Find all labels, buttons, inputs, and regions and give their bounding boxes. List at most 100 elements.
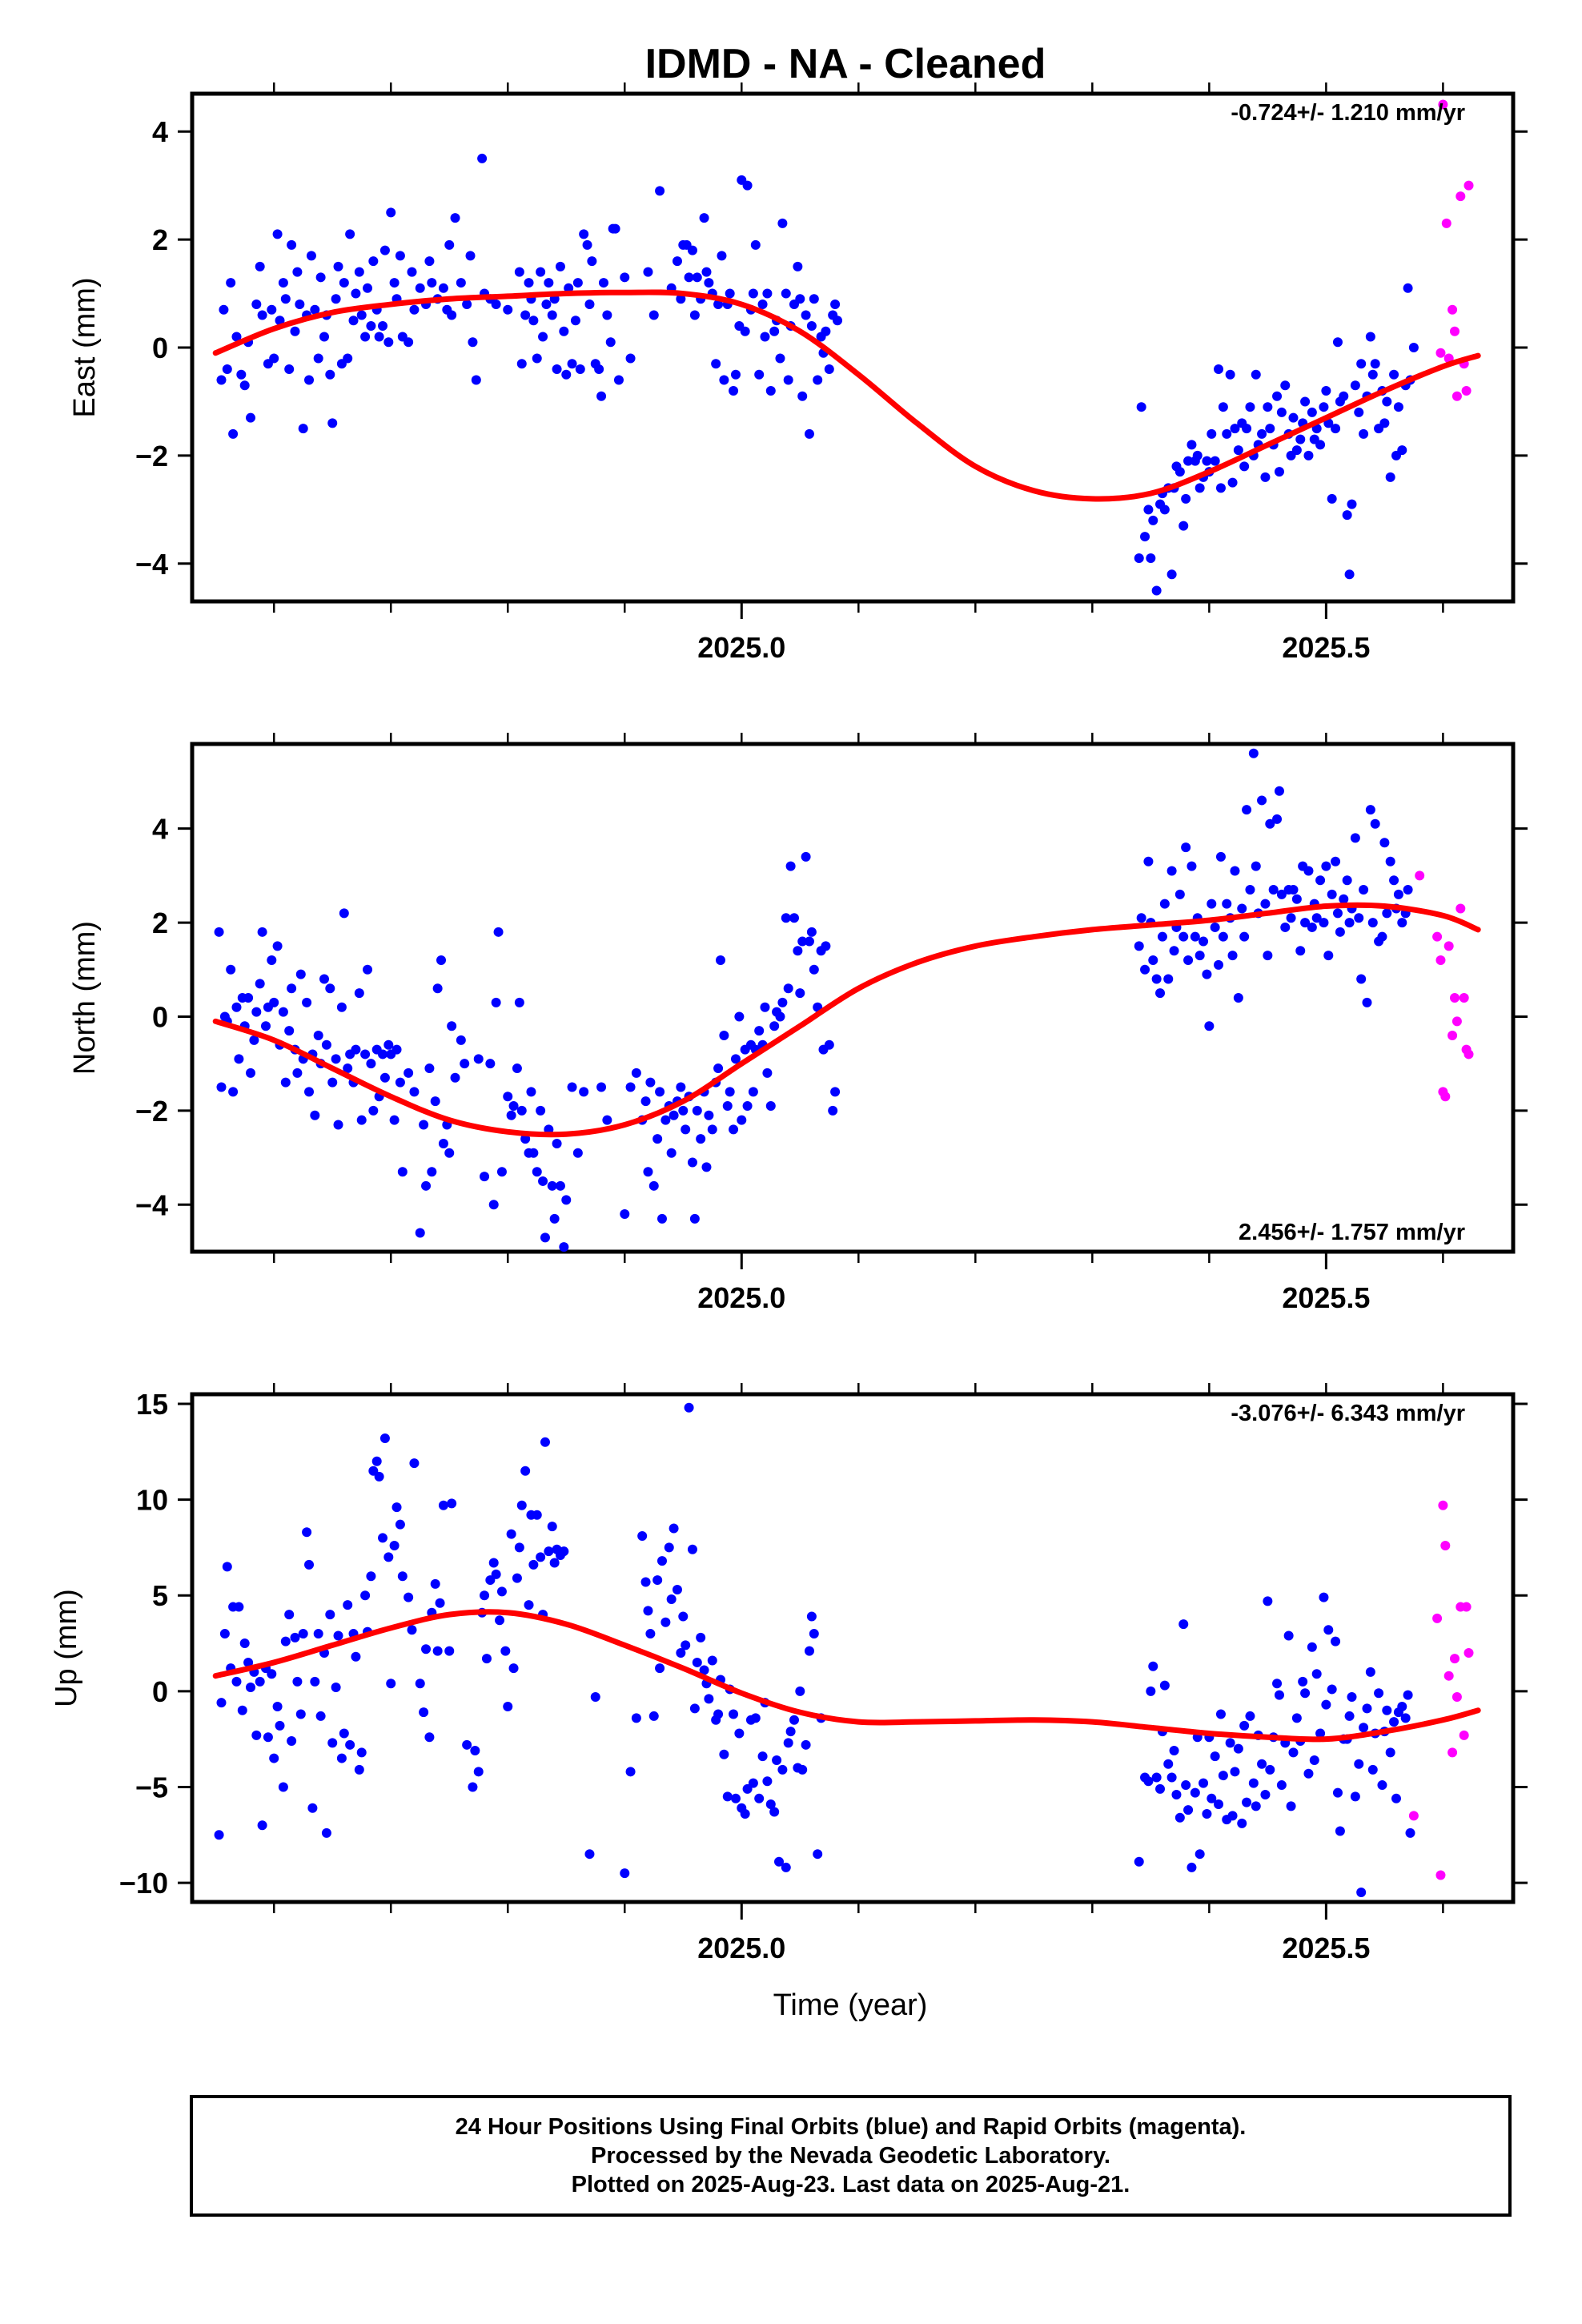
rapid-orbit-point [1449, 1654, 1460, 1664]
final-orbit-point [1331, 856, 1341, 866]
final-orbit-point [313, 353, 323, 364]
y-tick-label: 0 [152, 332, 168, 364]
final-orbit-point [295, 300, 305, 310]
final-orbit-point [371, 1456, 382, 1466]
final-orbit-point [1382, 908, 1392, 919]
final-orbit-point [1286, 913, 1296, 923]
final-orbit-point [485, 1059, 496, 1069]
trend-fit-line [212, 1609, 1481, 1743]
final-orbit-point [765, 385, 776, 396]
final-orbit-point [421, 1180, 432, 1191]
rapid-orbit-point [1459, 1730, 1469, 1740]
final-orbit-point [804, 936, 814, 947]
final-orbit-point [409, 304, 420, 315]
final-orbit-point [321, 1039, 331, 1050]
final-orbit-point [774, 1856, 785, 1867]
final-orbit-point [1377, 1780, 1387, 1791]
final-orbit-point [1332, 337, 1343, 348]
final-orbit-point [713, 1709, 724, 1719]
final-orbit-point [572, 1148, 583, 1158]
final-orbit-point [734, 1011, 745, 1022]
final-orbit-point [561, 1195, 572, 1205]
final-orbit-point [648, 1711, 659, 1721]
final-orbit-point [404, 1068, 414, 1078]
final-orbit-point [730, 1793, 741, 1803]
final-orbit-point [757, 1751, 768, 1762]
final-orbit-point [226, 278, 236, 288]
final-orbit-point [1143, 856, 1154, 866]
final-orbit-point [278, 1782, 288, 1792]
final-orbit-point [625, 1082, 636, 1092]
plot-frame [190, 1392, 1516, 1904]
final-orbit-point [284, 1026, 295, 1036]
final-orbit-point [462, 300, 472, 310]
final-orbit-point [806, 1611, 817, 1622]
final-orbit-point [310, 1676, 320, 1687]
final-orbit-point [1260, 899, 1271, 909]
final-orbit-point [506, 1110, 516, 1120]
final-orbit-point [1230, 866, 1240, 876]
final-orbit-point [419, 1120, 429, 1130]
final-orbit-point [1136, 402, 1146, 412]
final-orbit-point [602, 310, 612, 320]
final-orbit-point [1210, 922, 1220, 932]
final-orbit-point [1136, 913, 1146, 923]
final-orbit-point [506, 1529, 516, 1539]
final-orbit-point [216, 1082, 227, 1092]
y-tick-label: −4 [135, 548, 168, 581]
final-orbit-point [356, 310, 367, 320]
final-orbit-point [351, 1044, 361, 1055]
final-orbit-point [1222, 899, 1232, 909]
final-orbit-point [1350, 833, 1360, 843]
final-orbit-point [345, 1739, 355, 1750]
final-orbit-point [681, 1124, 691, 1135]
data-layer [212, 748, 1481, 1252]
final-orbit-point [1335, 927, 1345, 937]
final-orbit-point [1400, 1713, 1411, 1723]
final-orbit-point [1344, 1711, 1355, 1721]
final-orbit-point [648, 1180, 659, 1191]
final-orbit-point [1397, 918, 1407, 928]
final-orbit-point [391, 1044, 402, 1055]
final-orbit-point [785, 861, 796, 871]
final-orbit-point [379, 1433, 390, 1444]
rapid-orbit-point [1447, 304, 1458, 315]
final-orbit-point [1356, 359, 1367, 369]
rapid-orbit-point [1464, 1647, 1474, 1658]
final-orbit-point [813, 1849, 823, 1860]
final-orbit-point [292, 267, 303, 277]
final-orbit-point [1183, 955, 1194, 966]
final-orbit-point [251, 300, 262, 310]
final-orbit-point [532, 1167, 542, 1177]
final-orbit-point [333, 1120, 343, 1130]
final-orbit-point [383, 1552, 394, 1562]
final-orbit-point [516, 1105, 527, 1116]
final-orbit-point [579, 1087, 589, 1097]
up-panel: 2025.0 2025.5 −10 −5 0 5 10 15 Up (mm) -3.076+/- … [50, 1383, 1528, 1964]
final-orbit-point [514, 267, 524, 277]
final-orbit-point [828, 1105, 838, 1116]
final-orbit-point [488, 1200, 499, 1210]
final-orbit-point [1321, 861, 1331, 871]
rapid-orbit-point [1443, 941, 1454, 951]
final-orbit-point [397, 1167, 408, 1177]
final-orbit-point [584, 300, 595, 310]
final-orbit-point [287, 1736, 297, 1747]
final-orbit-point [775, 353, 785, 364]
final-orbit-point [1342, 510, 1352, 521]
rapid-orbit-point [1461, 385, 1472, 396]
final-orbit-point [438, 1500, 448, 1510]
final-orbit-point [1370, 359, 1380, 369]
final-orbit-point [363, 964, 373, 975]
final-orbit-point [331, 1683, 341, 1693]
final-orbit-point [319, 974, 329, 984]
final-orbit-point [379, 1072, 390, 1083]
final-orbit-point [292, 1068, 303, 1078]
final-orbit-point [1382, 396, 1392, 407]
final-orbit-point [1274, 467, 1284, 477]
y-tick-label: −5 [135, 1771, 168, 1803]
final-orbit-point [625, 353, 636, 364]
final-orbit-point [287, 239, 297, 250]
final-orbit-point [1362, 997, 1372, 1007]
